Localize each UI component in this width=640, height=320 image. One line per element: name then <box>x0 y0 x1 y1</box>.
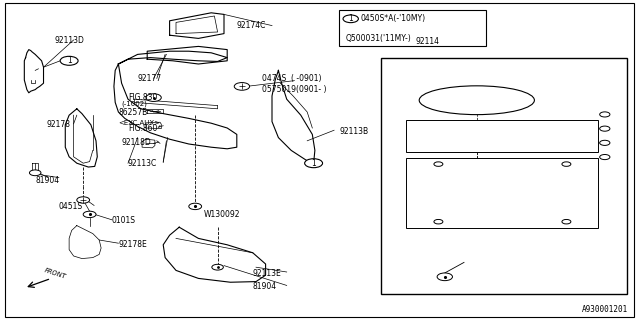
Text: 92114: 92114 <box>416 37 440 46</box>
Text: 1: 1 <box>67 56 72 65</box>
Circle shape <box>305 159 323 168</box>
Text: 0101S: 0101S <box>112 216 136 225</box>
Bar <box>406 158 598 228</box>
Circle shape <box>234 83 250 90</box>
Text: 81904: 81904 <box>35 176 60 185</box>
Text: 81904: 81904 <box>253 282 277 291</box>
Text: 92178: 92178 <box>46 120 70 129</box>
Circle shape <box>600 126 610 131</box>
Circle shape <box>189 203 202 210</box>
Circle shape <box>437 273 452 281</box>
Circle shape <box>562 220 571 224</box>
Bar <box>381 58 627 294</box>
Text: 0575019(0901- ): 0575019(0901- ) <box>262 85 327 94</box>
Text: 92174C: 92174C <box>237 21 266 30</box>
Text: W130092: W130092 <box>204 210 240 219</box>
Text: 92177: 92177 <box>138 74 162 83</box>
Text: 92178E: 92178E <box>118 240 147 249</box>
Text: FRONT: FRONT <box>44 267 67 280</box>
Circle shape <box>434 162 443 166</box>
Text: Q500031('11MY-): Q500031('11MY-) <box>346 34 412 43</box>
Text: 0451S: 0451S <box>59 202 83 211</box>
Circle shape <box>562 162 571 166</box>
Text: <EXC.AUX>: <EXC.AUX> <box>118 120 161 126</box>
Text: 86257B: 86257B <box>118 108 148 116</box>
Circle shape <box>77 197 90 203</box>
Text: 0474S  ( -0901): 0474S ( -0901) <box>262 74 322 83</box>
Text: 92113D: 92113D <box>54 36 84 44</box>
Circle shape <box>60 56 78 65</box>
Circle shape <box>600 140 610 145</box>
Text: FIG.830: FIG.830 <box>128 93 157 102</box>
Circle shape <box>29 170 41 176</box>
Text: 92118D: 92118D <box>122 138 151 147</box>
Bar <box>339 10 486 46</box>
Circle shape <box>600 112 610 117</box>
Circle shape <box>600 155 610 160</box>
Bar <box>406 120 598 152</box>
Text: 92113E: 92113E <box>253 269 282 278</box>
Text: 0450S*A(-'10MY): 0450S*A(-'10MY) <box>360 14 426 23</box>
Circle shape <box>146 94 161 101</box>
Ellipse shape <box>419 86 534 115</box>
Circle shape <box>212 264 223 270</box>
Text: 1: 1 <box>311 159 316 168</box>
Text: 92113C: 92113C <box>128 159 157 168</box>
Circle shape <box>83 211 96 218</box>
Circle shape <box>434 220 443 224</box>
Text: 92113B: 92113B <box>339 127 369 136</box>
Circle shape <box>343 15 358 23</box>
Text: (-1002): (-1002) <box>122 101 147 107</box>
Text: 1: 1 <box>348 14 353 23</box>
Text: A930001201: A930001201 <box>582 305 628 314</box>
Text: FIG.860: FIG.860 <box>128 124 157 132</box>
